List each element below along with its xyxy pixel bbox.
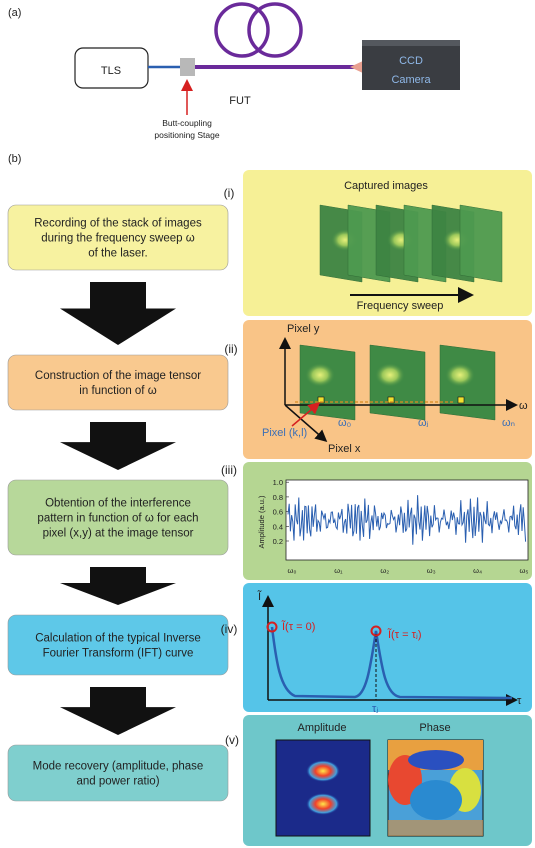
y-tick-label: 0.8	[273, 493, 283, 502]
peak-label: Ĩ(τ = τⱼ)	[387, 628, 422, 641]
step-index: (iii)	[221, 463, 237, 477]
step-text: in function of ω	[79, 385, 156, 397]
phase-region	[408, 750, 464, 770]
axis-label: Pixel y	[287, 323, 320, 335]
phase-region	[410, 780, 462, 820]
x-tick-label: ω₀	[288, 566, 297, 575]
x-tick-label: ω₂	[380, 566, 389, 575]
x-tick-label: ω₄	[473, 566, 482, 575]
y-tick-label: 0.2	[273, 537, 283, 546]
step-text: Recording of the stack of images	[34, 218, 202, 230]
image-stack	[320, 205, 502, 282]
frame-label: ω₀	[338, 417, 351, 429]
y-tick-label: 1.0	[273, 478, 283, 487]
flow-arrow	[60, 282, 176, 345]
figure: (a) TLS FUT CCD Camera Butt-coupling pos…	[0, 0, 535, 848]
y-tick-label: 0.6	[273, 508, 283, 517]
step-text: Mode recovery (amplitude, phase	[33, 761, 204, 773]
x-tick-label: ω₅	[520, 566, 529, 575]
step-text: Calculation of the typical Inverse	[35, 633, 201, 645]
y-axis-label: Amplitude (a.u.)	[257, 495, 266, 548]
mode-lobe	[306, 760, 340, 782]
panel-label: (b)	[8, 153, 21, 165]
mode-glow	[305, 363, 335, 387]
axis-label: ω	[519, 400, 528, 412]
pixel-label: Pixel (k,l)	[262, 427, 307, 439]
phase-region	[388, 820, 483, 836]
phase-image	[388, 740, 483, 836]
camera-label: CCD	[399, 55, 423, 67]
mode-lobe	[306, 793, 340, 815]
step-box	[8, 745, 228, 801]
image-title: Phase	[419, 722, 450, 734]
panel-label: (a)	[8, 7, 21, 19]
stage-label: positioning Stage	[154, 130, 219, 140]
step-index: (v)	[225, 733, 239, 747]
stage	[180, 58, 195, 76]
step-text: Fourier Transform (IFT) curve	[43, 648, 194, 660]
step-text: pattern in function of ω for each	[37, 513, 198, 525]
flow-arrow	[60, 567, 176, 605]
laser-label: TLS	[101, 65, 121, 77]
step-text: and power ratio)	[76, 776, 159, 788]
axis-label: τ	[517, 695, 522, 707]
panel-bg	[243, 583, 532, 712]
tick-label: τⱼ	[372, 703, 378, 715]
fiber-coil	[249, 4, 301, 56]
step-text: Obtention of the interference	[45, 498, 191, 510]
fiber-label: FUT	[229, 95, 251, 107]
step-index: (i)	[224, 186, 235, 200]
axis-label: Pixel x	[328, 443, 361, 455]
tensor-frames	[300, 345, 495, 420]
amplitude-image	[276, 740, 370, 836]
panel-title: Captured images	[344, 180, 428, 192]
x-tick-label: ω₁	[334, 566, 343, 575]
sweep-label: Frequency sweep	[357, 300, 444, 312]
step-index: (ii)	[224, 342, 237, 356]
step-text: of the laser.	[88, 248, 147, 260]
stage-label: Butt-coupling	[162, 118, 212, 128]
image-frame	[460, 205, 502, 282]
step-text: pixel (x,y) at the image tensor	[43, 528, 194, 540]
step-index: (iv)	[221, 622, 238, 636]
mode-glow	[445, 363, 475, 387]
fiber-coil	[216, 4, 268, 56]
camera-label: Camera	[391, 74, 431, 86]
step-box	[8, 355, 228, 410]
frame-label: ωₙ	[502, 417, 515, 429]
frame-label: ωⱼ	[418, 417, 429, 429]
x-tick-label: ω₃	[427, 566, 436, 575]
camera-top	[362, 40, 460, 46]
image-title: Amplitude	[298, 722, 347, 734]
y-tick-label: 0.4	[273, 522, 283, 531]
peak-label: Ĩ(τ = 0)	[281, 620, 315, 633]
step-text: Construction of the image tensor	[35, 370, 201, 382]
flow-arrow	[60, 687, 176, 735]
step-text: during the frequency sweep ω	[41, 233, 194, 245]
flow-arrow	[60, 422, 176, 470]
steps: Recording of the stack of images during t…	[8, 186, 239, 801]
mode-glow	[375, 363, 405, 387]
step-box	[8, 615, 228, 675]
pixel-marker	[458, 397, 464, 403]
